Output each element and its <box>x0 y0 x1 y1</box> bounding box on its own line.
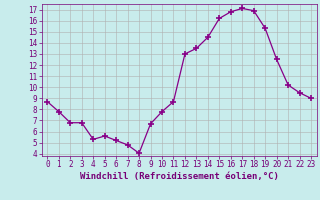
X-axis label: Windchill (Refroidissement éolien,°C): Windchill (Refroidissement éolien,°C) <box>80 172 279 181</box>
